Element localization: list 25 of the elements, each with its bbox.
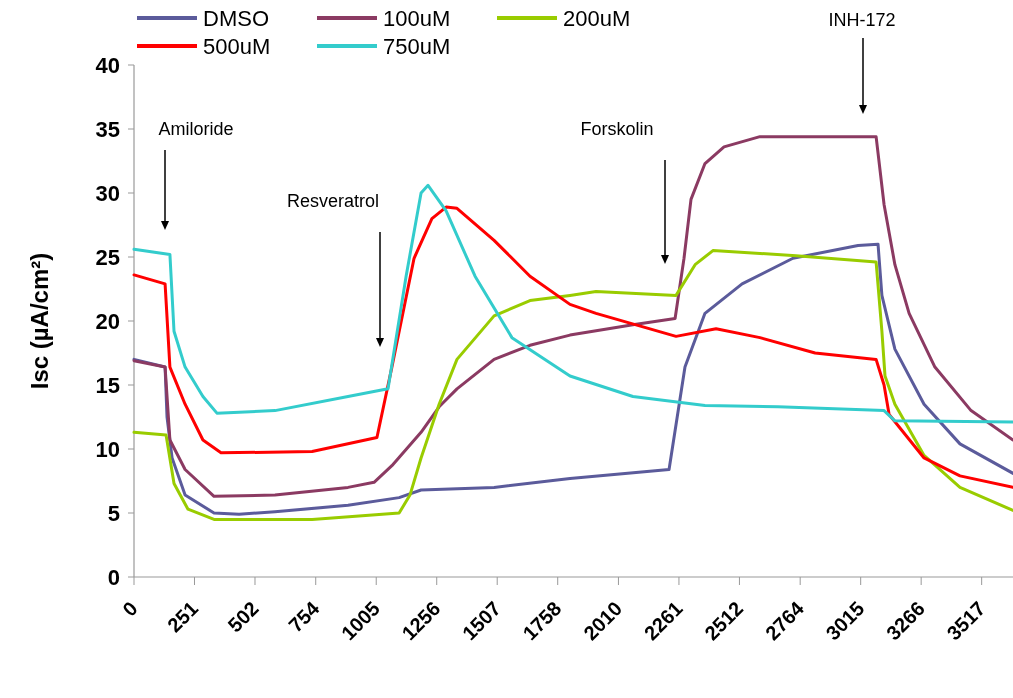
x-tick-label: 754	[284, 596, 325, 637]
y-tick-label: 0	[107, 564, 120, 590]
x-tick-label: 502	[223, 597, 263, 637]
line-series	[132, 135, 1013, 498]
y-tick-label: 5	[107, 500, 120, 526]
y-tick-label: 20	[95, 308, 120, 334]
legend-label: 750uM	[383, 34, 451, 59]
y-tick-label: 25	[95, 244, 120, 270]
annotation: Forskolin	[580, 119, 654, 139]
annotation: Resveratrol	[286, 191, 380, 211]
text: INH-172	[828, 10, 896, 30]
line-series	[132, 205, 1013, 489]
line-series	[132, 183, 1013, 424]
legend-label: 200uM	[563, 6, 631, 31]
y-tick-label: 15	[95, 372, 120, 398]
legend-label: 100uM	[383, 6, 451, 31]
y-tick-label: 35	[95, 116, 120, 142]
y-tick-label: 10	[95, 436, 120, 462]
y-tick-label: 30	[95, 180, 120, 206]
y-tick-label: 40	[95, 52, 120, 78]
legend-label: 500uM	[203, 34, 271, 59]
x-tick-label: 251	[163, 597, 203, 637]
annotation: Amiloride	[158, 119, 234, 139]
legend-label: DMSO	[203, 6, 269, 31]
y-axis-title: Isc (µA/cm²)	[26, 252, 53, 390]
